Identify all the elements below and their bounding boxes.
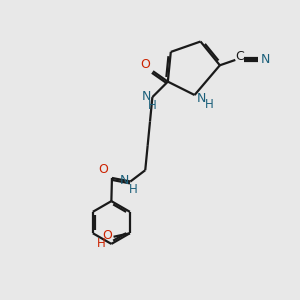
Text: H: H xyxy=(97,237,105,250)
Text: N: N xyxy=(196,92,206,105)
Text: O: O xyxy=(102,229,112,242)
Text: N: N xyxy=(120,174,129,187)
Text: H: H xyxy=(147,99,156,112)
Text: N: N xyxy=(260,53,270,66)
Text: H: H xyxy=(129,183,138,196)
Text: O: O xyxy=(99,163,109,176)
Text: O: O xyxy=(141,58,151,71)
Text: H: H xyxy=(205,98,214,111)
Text: N: N xyxy=(142,90,151,103)
Text: C: C xyxy=(236,50,244,64)
